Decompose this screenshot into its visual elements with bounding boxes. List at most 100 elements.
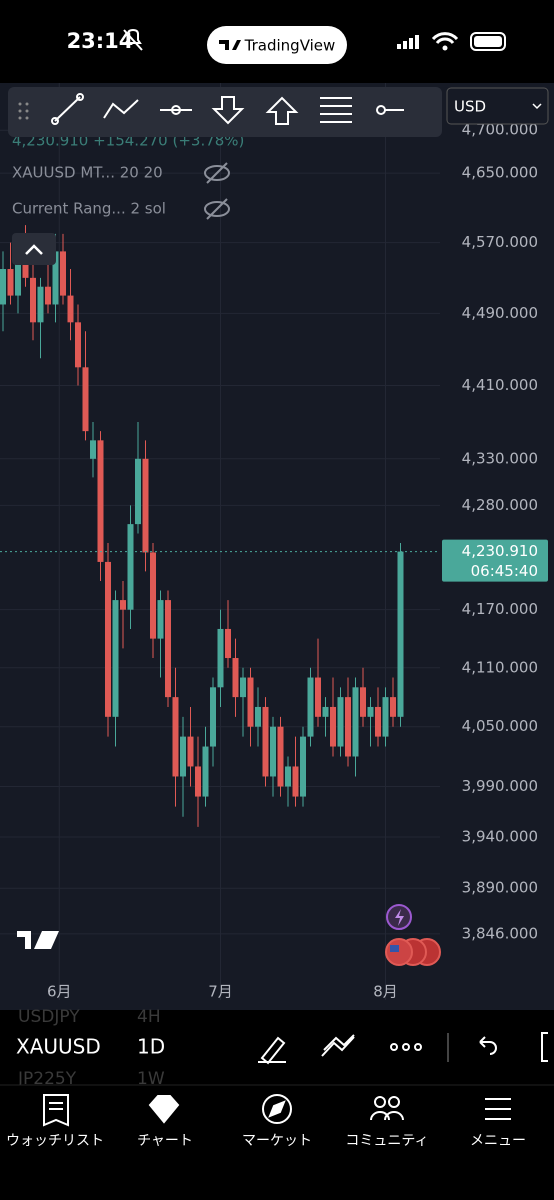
- candle-body: [270, 726, 276, 777]
- y-tick-label: 3,890.000: [462, 879, 538, 897]
- y-tick-label: 4,700.000: [462, 121, 538, 139]
- tv-logo: [219, 40, 241, 50]
- candle-body: [337, 697, 344, 747]
- candle-body: [37, 286, 44, 323]
- dropdown-arrow: [532, 103, 542, 110]
- battery: [470, 32, 506, 51]
- candle-body: [330, 706, 336, 747]
- tab-label[interactable]: マーケット: [242, 1133, 312, 1149]
- collapse-button[interactable]: [12, 233, 56, 265]
- candle-body: [322, 706, 329, 717]
- tabs: ウォッチリスト チャート マーケット コミュニティ メニュー: [6, 1133, 526, 1149]
- y-tick-label: 4,490.000: [462, 304, 538, 322]
- symbol[interactable]: XAUUSD: [16, 1035, 101, 1059]
- candle-body: [75, 322, 81, 368]
- legend-indicator: XAUUSD MT... 20 20: [12, 164, 163, 182]
- candle-body: [240, 677, 246, 698]
- bolt: [395, 909, 404, 926]
- candle-body: [232, 658, 239, 698]
- y-tick-label: 4,170.000: [462, 600, 538, 618]
- candle-body: [225, 628, 231, 659]
- app-name: TradingView: [244, 37, 336, 55]
- signal-icon: [397, 35, 419, 49]
- y-tick-label: 4,280.000: [462, 496, 538, 514]
- currency-select[interactable]: [446, 87, 549, 125]
- candle-body: [22, 260, 29, 278]
- next-interval[interactable]: 1W: [137, 1069, 165, 1089]
- candle-body: [195, 766, 201, 797]
- candle-body: [60, 251, 66, 296]
- candle-body: [45, 286, 51, 305]
- candle-body: [52, 251, 59, 305]
- chart-tools[interactable]: [258, 1032, 548, 1065]
- tab-label[interactable]: ウォッチリスト: [6, 1133, 104, 1149]
- app-pill[interactable]: [207, 26, 347, 64]
- hide-icons[interactable]: [204, 162, 230, 220]
- candle-body: [187, 736, 194, 767]
- candle-body: [105, 561, 111, 717]
- toolbar-icons[interactable]: [18, 93, 405, 125]
- battery-level: [474, 36, 502, 47]
- y-tick-label: 4,330.000: [462, 449, 538, 467]
- y-tick-label: 4,110.000: [462, 658, 538, 676]
- candle-body: [277, 726, 284, 787]
- candle-body: [247, 677, 254, 727]
- legend-indicator: Current Rang... 2 sol: [12, 200, 166, 218]
- prev-interval[interactable]: 4H: [137, 1007, 161, 1027]
- y-tick-label: 4,410.000: [462, 376, 538, 394]
- tab-label[interactable]: チャート: [137, 1133, 193, 1149]
- candle-body: [300, 736, 306, 797]
- candle-body: [345, 697, 351, 757]
- y-axis: 4,700.000 4,650.000 4,570.000 4,490.000 4,41…: [0, 121, 548, 1001]
- candle-body: [352, 687, 359, 757]
- currency: USD: [454, 98, 486, 116]
- candle-body: [180, 736, 186, 777]
- symbol-bar: [0, 1010, 554, 1085]
- candle-body: [30, 277, 36, 323]
- next-symbol[interactable]: JP225Y: [17, 1069, 77, 1089]
- prev-symbol[interactable]: USDJPY: [18, 1007, 80, 1027]
- candle-body: [82, 367, 89, 432]
- clock: 23:14: [67, 29, 134, 53]
- candle-body: [7, 269, 14, 296]
- candle-body: [165, 600, 171, 698]
- x-tick-label: 8月: [373, 983, 398, 1001]
- candle-body: [217, 628, 224, 688]
- candle-body: [172, 697, 179, 777]
- last-price-box: [442, 539, 548, 582]
- wifi-dot: [442, 45, 448, 51]
- interval[interactable]: 1D: [137, 1035, 165, 1059]
- x-tick-label: 7月: [208, 983, 233, 1001]
- us-events[interactable]: [385, 938, 441, 966]
- candle-body: [255, 706, 261, 727]
- candle-body: [15, 260, 21, 296]
- candle-body: [382, 697, 389, 737]
- grid: [0, 83, 440, 1000]
- y-tick-label: 3,940.000: [462, 828, 538, 846]
- candle-body: [367, 706, 374, 717]
- candle-body: [307, 677, 314, 737]
- mute-icon: [123, 28, 143, 51]
- wifi-icon: [431, 32, 459, 45]
- candle-body: [67, 295, 74, 323]
- candle-body: [375, 706, 381, 737]
- candle-body: [120, 600, 126, 610]
- y-tick-label: 4,650.000: [462, 164, 538, 182]
- candle-body: [150, 552, 156, 639]
- y-tick-label: 4,050.000: [462, 717, 538, 735]
- candle-body: [202, 746, 209, 797]
- tab-label[interactable]: コミュニティ: [345, 1133, 428, 1149]
- candle-body: [292, 766, 299, 797]
- candle-body: [390, 697, 396, 717]
- candle-body: [262, 706, 269, 777]
- chevron-up: [25, 244, 43, 255]
- tab-icons: [43, 1094, 511, 1127]
- last-price: 4,230.910: [462, 542, 538, 560]
- y-tick-label: 3,846.000: [462, 924, 538, 942]
- tab-label[interactable]: メニュー: [470, 1133, 526, 1149]
- candle-body: [112, 600, 119, 717]
- candle-body: [0, 269, 6, 305]
- candle-body: [210, 687, 216, 747]
- y-tick-label: 4,570.000: [462, 233, 538, 251]
